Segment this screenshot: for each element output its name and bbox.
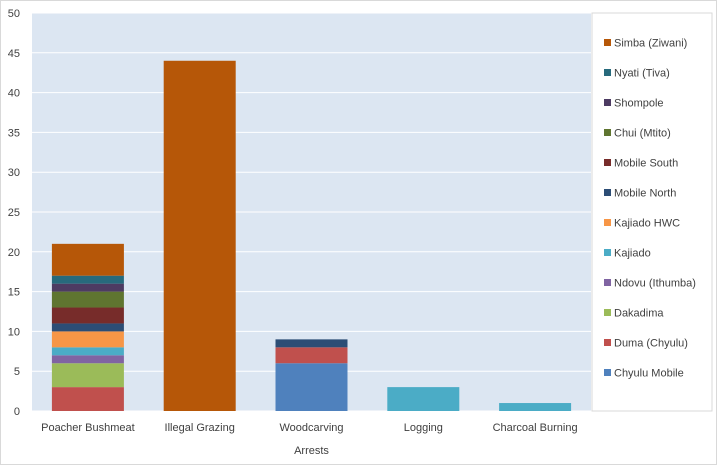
legend-box xyxy=(591,12,713,412)
x-tick-label: Logging xyxy=(404,422,443,434)
legend-label: Dakadima xyxy=(614,308,664,320)
x-tick-label: Poacher Bushmeat xyxy=(41,422,135,434)
legend-swatch xyxy=(604,249,611,256)
bar-segment-chui-mtito xyxy=(51,291,124,308)
bar-segment-duma-chyulu xyxy=(51,387,124,411)
y-tick-label: 50 xyxy=(8,8,20,20)
bar-segment-ndovu-ithumba xyxy=(51,355,124,364)
legend-swatch xyxy=(604,129,611,136)
legend-swatch xyxy=(604,39,611,46)
legend-swatch xyxy=(604,99,611,106)
y-tick-label: 0 xyxy=(14,406,20,418)
legend-swatch xyxy=(604,279,611,286)
legend-label: Chui (Mtito) xyxy=(614,128,671,140)
y-tick-label: 35 xyxy=(8,127,20,139)
legend-label: Simba (Ziwani) xyxy=(614,38,687,50)
bar-segment-kajiado-hwc xyxy=(51,331,124,348)
y-tick-label: 30 xyxy=(8,167,20,179)
x-tick-label: Charcoal Burning xyxy=(493,422,578,434)
legend-swatch xyxy=(604,159,611,166)
y-tick-label: 15 xyxy=(8,287,20,299)
bar-segment-dakadima xyxy=(51,363,124,388)
x-axis-title: Arrests xyxy=(294,445,329,457)
legend-swatch xyxy=(604,309,611,316)
bar-segment-kajiado xyxy=(499,403,572,411)
y-tick-label: 5 xyxy=(14,366,20,378)
bar-segment-simba-ziwani xyxy=(163,60,236,411)
gridlines xyxy=(32,12,591,412)
legend-label: Nyati (Tiva) xyxy=(614,68,670,80)
bar-segment-simba-ziwani xyxy=(51,243,124,276)
bars xyxy=(51,60,572,411)
legend: Simba (Ziwani) Nyati (Tiva) Shompole Chui (… xyxy=(604,38,696,380)
bar-segment-duma-chyulu xyxy=(275,347,348,364)
bar-segment-mobile-north xyxy=(275,339,348,348)
legend-swatch xyxy=(604,219,611,226)
bar-segment-nyati-tiva xyxy=(51,275,124,284)
y-axis-ticks: 0 5 10 15 20 25 30 35 40 45 50 xyxy=(8,8,20,418)
legend-label: Kajiado xyxy=(614,248,651,260)
legend-swatch xyxy=(604,69,611,76)
legend-label: Ndovu (Ithumba) xyxy=(614,278,696,290)
legend-label: Chyulu Mobile xyxy=(614,368,684,380)
x-tick-label: Woodcarving xyxy=(280,422,344,434)
bar-segment-mobile-south xyxy=(51,307,124,324)
y-tick-label: 45 xyxy=(8,48,20,60)
legend-swatch xyxy=(604,369,611,376)
legend-label: Kajiado HWC xyxy=(614,218,680,230)
bar-segment-shompole xyxy=(51,283,124,292)
legend-swatch xyxy=(604,189,611,196)
legend-label: Duma (Chyulu) xyxy=(614,338,688,350)
legend-label: Shompole xyxy=(614,98,664,110)
legend-label: Mobile South xyxy=(614,158,678,170)
y-tick-label: 10 xyxy=(8,326,20,338)
legend-label: Mobile North xyxy=(614,188,676,200)
y-tick-label: 40 xyxy=(8,88,20,100)
bar-segment-chyulu-mobile xyxy=(275,363,348,411)
y-tick-label: 20 xyxy=(8,247,20,259)
x-tick-label: Illegal Grazing xyxy=(165,422,235,434)
x-axis-ticks: Poacher Bushmeat Illegal Grazing Woodcarvi… xyxy=(41,422,577,434)
y-tick-label: 25 xyxy=(8,207,20,219)
bar-segment-mobile-north xyxy=(51,323,124,332)
bar-segment-kajiado xyxy=(51,347,124,356)
bar-segment-kajiado xyxy=(387,387,460,411)
legend-swatch xyxy=(604,339,611,346)
